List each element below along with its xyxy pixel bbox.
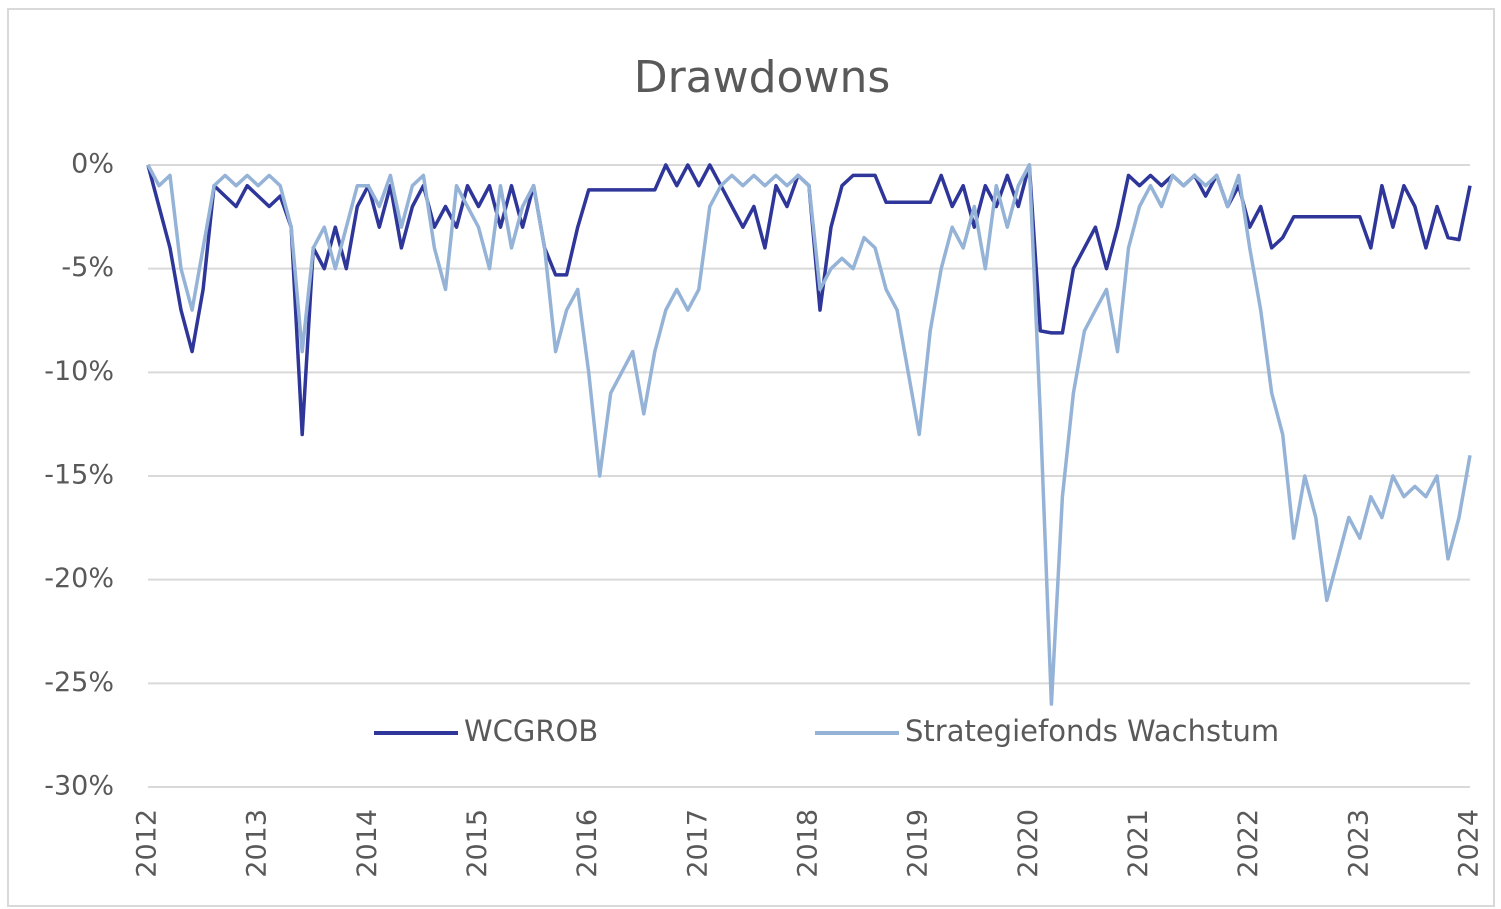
y-tick-label: -25% (44, 667, 114, 698)
legend-label: Strategiefonds Wachstum (905, 714, 1279, 748)
series-line (146, 163, 1472, 706)
x-tick-label: 2018 (793, 809, 824, 878)
chart-frame (7, 8, 1495, 907)
y-tick-label: -5% (61, 252, 114, 283)
x-tick-label: 2020 (1013, 809, 1044, 878)
x-tick-label: 2017 (682, 809, 713, 878)
chart-title: Drawdowns (634, 52, 891, 103)
y-tick-label: -20% (44, 563, 114, 594)
y-tick-label: -10% (44, 356, 114, 387)
y-tick-label: 0% (71, 149, 114, 180)
legend-label: WCGROB (464, 714, 598, 748)
x-tick-label: 2023 (1343, 809, 1374, 878)
x-tick-label: 2022 (1233, 809, 1264, 878)
x-tick-label: 2021 (1123, 809, 1154, 878)
x-tick-label: 2019 (903, 809, 934, 878)
y-tick-label: -30% (44, 771, 114, 802)
x-tick-label: 2012 (132, 809, 163, 878)
x-tick-label: 2015 (462, 809, 493, 878)
x-tick-label: 2024 (1454, 809, 1485, 878)
x-tick-label: 2013 (242, 809, 273, 878)
x-tick-label: 2016 (572, 809, 603, 878)
x-tick-label: 2014 (352, 809, 383, 878)
y-tick-label: -15% (44, 460, 114, 491)
